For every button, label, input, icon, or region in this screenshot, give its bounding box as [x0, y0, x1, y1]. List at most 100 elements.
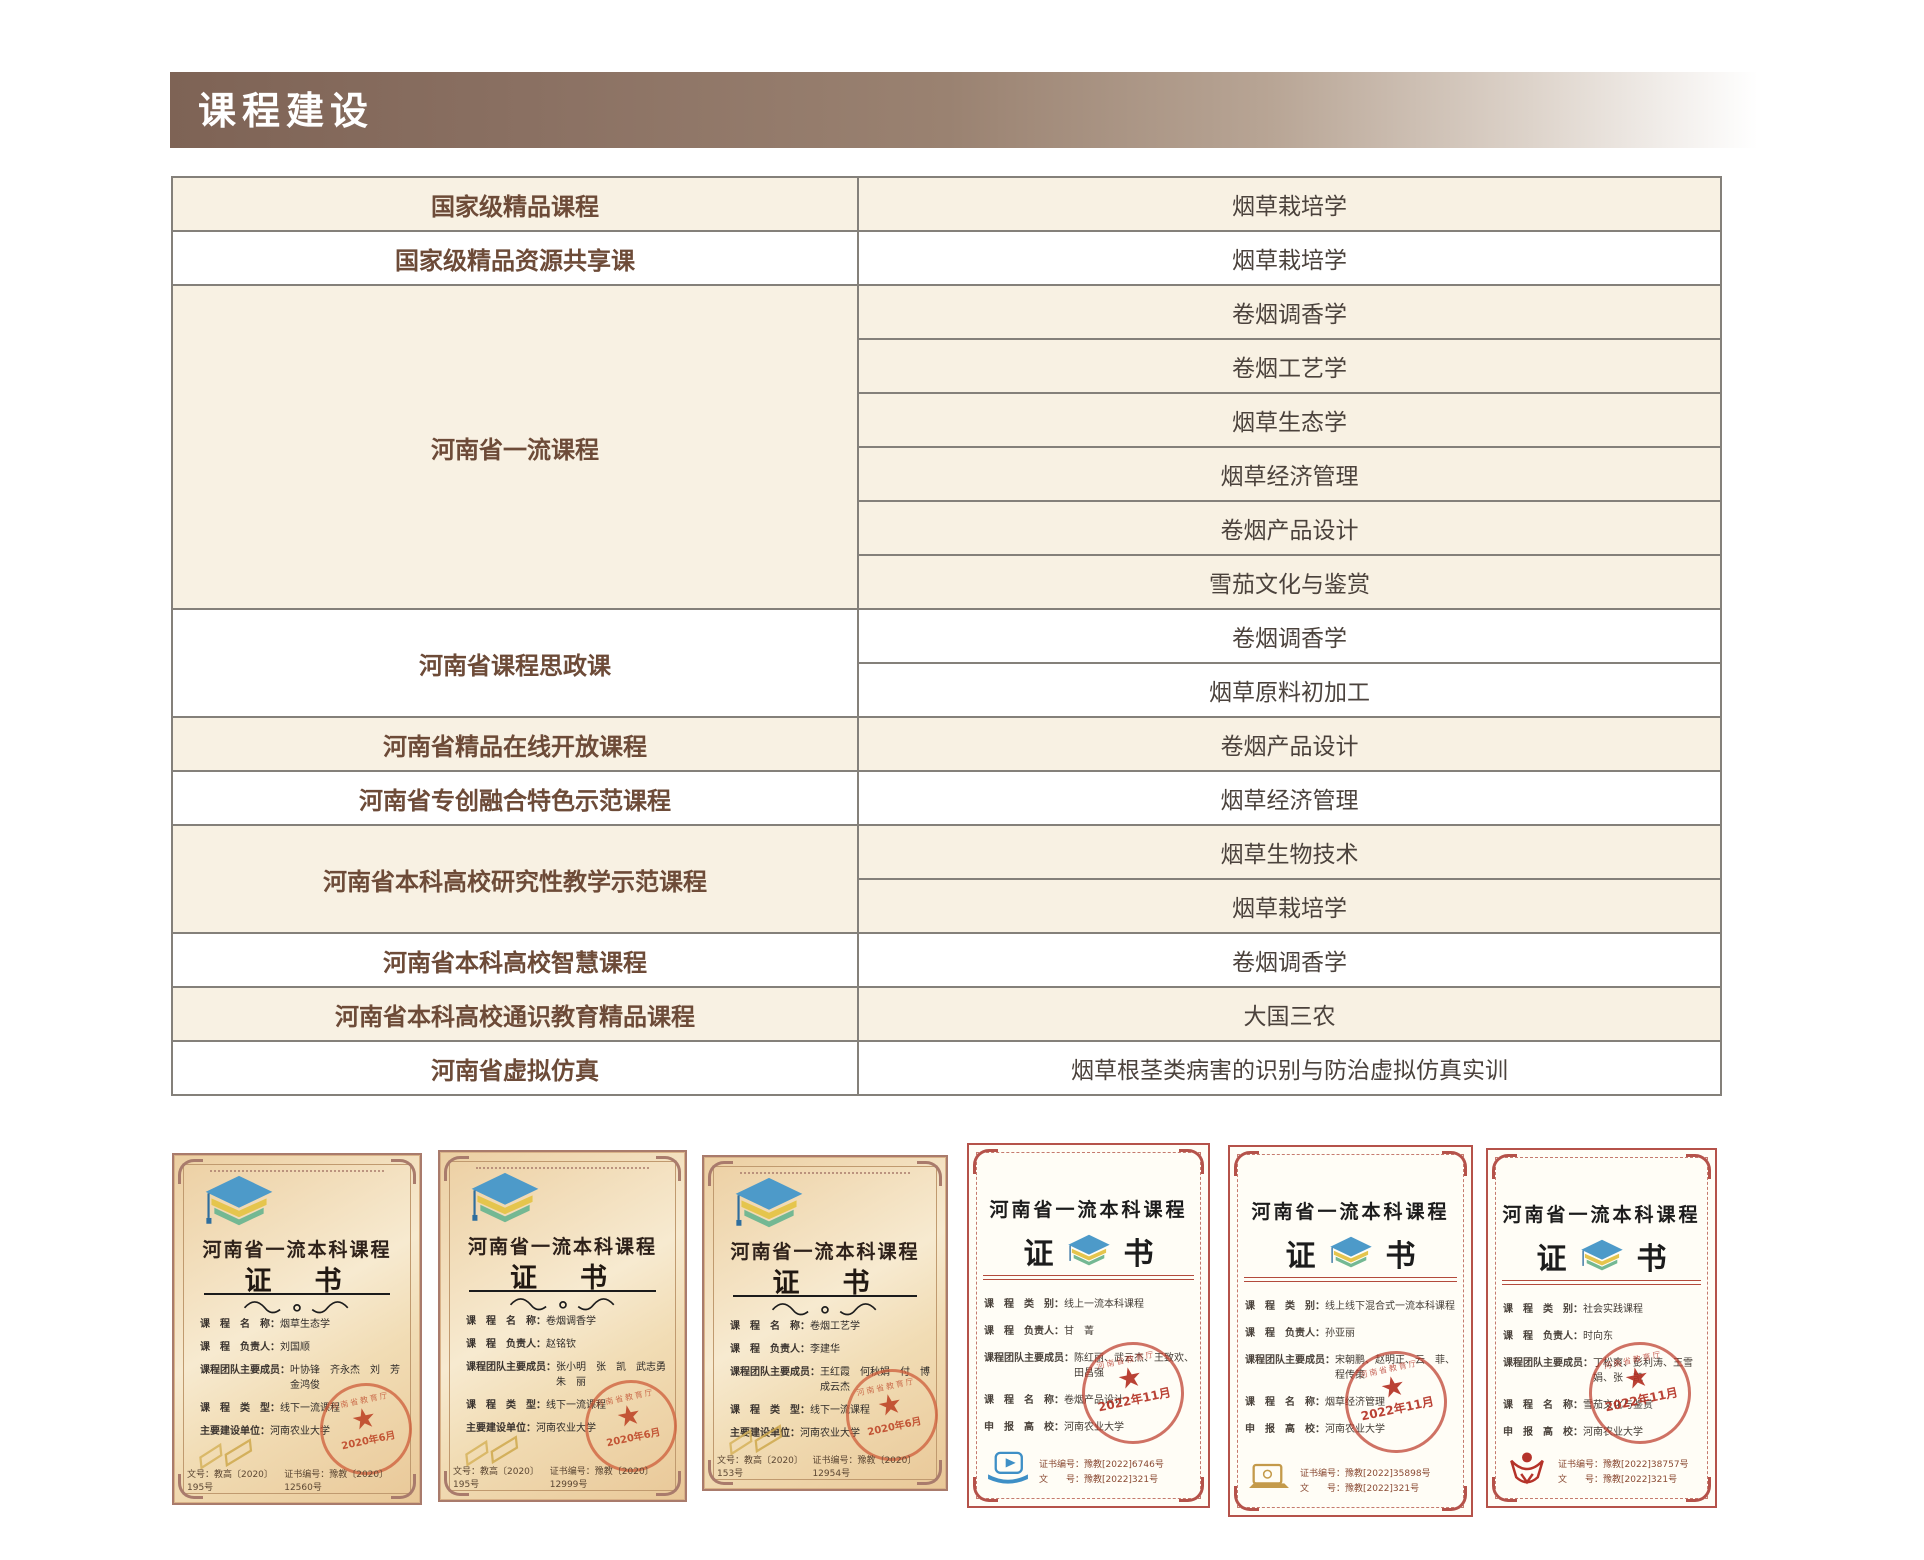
graduation-cap-icon: [1329, 1236, 1372, 1268]
certificate-subtitle: 证 书: [1230, 1231, 1471, 1275]
field-label: 主要建设单位：: [200, 1426, 270, 1437]
category-cell: 河南省本科高校智慧课程: [171, 932, 859, 988]
field-value: 烟草经济管理: [1325, 1397, 1385, 1408]
category-cell: 河南省本科高校研究性教学示范课程: [171, 824, 859, 934]
certificate-footer: 证书编号：豫教[2022]38757号 文 号：豫教[2022]321号: [1558, 1458, 1689, 1488]
field-value: 线下一流课程: [810, 1405, 870, 1416]
field-label: 课程团队主要成员：: [984, 1353, 1074, 1364]
category-cell: 河南省虚拟仿真: [171, 1040, 859, 1096]
corner-ornament: [178, 1159, 203, 1184]
course-cell: 烟草生物技术: [857, 824, 1722, 880]
table-row: 烟草原料初加工: [172, 662, 1722, 718]
field-label: 课 程 负责人：: [1503, 1331, 1583, 1342]
corner-ornament: [391, 1159, 416, 1184]
corner-ornament: [178, 1474, 203, 1499]
category-cell: 国家级精品资源共享课: [171, 230, 859, 286]
field-label: 课 程 负责人：: [200, 1342, 280, 1353]
corner-ornament: [973, 1149, 998, 1174]
course-cell: 烟草栽培学: [857, 878, 1722, 934]
field-value: 河南农业大学: [536, 1423, 596, 1434]
field-value: 社会实践课程: [1583, 1304, 1643, 1315]
category-cell: 河南省课程思政课: [171, 608, 859, 718]
doc-number: 文 号：豫教[2022]321号: [1300, 1484, 1420, 1494]
field-value: 叶协锋 齐永杰 刘 芳 金鸿俊: [290, 1365, 400, 1391]
field-label: 主要建设单位：: [730, 1428, 800, 1439]
corner-ornament: [1234, 1486, 1259, 1511]
certificate-subtitle: 证 书: [244, 1266, 350, 1297]
table-row: 河南省本科高校智慧课程 卷烟调香学: [171, 932, 1722, 988]
graduation-cap-icon: [1580, 1239, 1623, 1271]
field-label: 课 程 类 型：: [730, 1405, 810, 1416]
divider-line: [469, 1290, 656, 1292]
doc-number: 文号：教高〔2020〕195号: [187, 1470, 273, 1493]
field-label: 课 程 负责人：: [730, 1344, 810, 1355]
certificate-subtitle: 证 书: [969, 1229, 1208, 1273]
field-value: 卷烟调香学: [546, 1316, 596, 1327]
field-label: 课 程 名 称：: [1503, 1400, 1583, 1411]
table-row: 河南省精品在线开放课程 卷烟产品设计: [171, 716, 1722, 772]
corner-ornament: [391, 1474, 416, 1499]
course-cell: 烟草栽培学: [857, 230, 1722, 286]
certificate-gold-3: 河南省一流本科课程 证 书 课 程 名 称： 卷烟工艺学 课 程 负责人： 李建华 …: [702, 1155, 948, 1491]
field-value: 王红霞 何秋娟 付 博 成云杰: [820, 1367, 930, 1393]
certificate-title: 河南省一流本科课程: [467, 1236, 657, 1258]
field-value: 烟草生态学: [280, 1319, 330, 1330]
corner-ornament: [708, 1161, 733, 1186]
course-cell: 烟草生态学: [857, 392, 1722, 448]
corner-ornament: [1686, 1477, 1711, 1502]
table-row: 国家级精品课程 烟草栽培学: [171, 176, 1722, 232]
field-label: 课 程 名 称：: [730, 1321, 810, 1332]
certificate-footer: 证书编号：豫教[2022]6746号 文 号：豫教[2022]321号: [1039, 1458, 1164, 1488]
field-value: 甘 菁: [1064, 1326, 1094, 1337]
corner-ornament: [1442, 1151, 1467, 1176]
cert-number: 证书编号：豫教[2022]6746号: [1039, 1460, 1164, 1470]
category-cell: 河南省精品在线开放课程: [171, 716, 859, 772]
table-row: 河南省一流课程 卷烟调香学: [171, 284, 1722, 610]
field-label: 课程团队主要成员：: [730, 1367, 820, 1378]
table-row: 烟草经济管理: [172, 446, 1722, 502]
doc-number: 文号：教高〔2020〕153号: [717, 1456, 803, 1479]
table-row: 卷烟工艺学: [172, 338, 1722, 394]
book-watermark-icon: [465, 1435, 519, 1467]
course-cell: 卷烟产品设计: [857, 500, 1722, 556]
field-value: 孙亚丽: [1325, 1328, 1355, 1339]
field-value: 线上线下混合式一流本科课程: [1325, 1301, 1455, 1312]
certificate-body: 课 程 类 别： 线上一流本科课程 课 程 负责人：甘 菁 课程团队主要成员： 陈红…: [984, 1295, 1200, 1445]
ornament-band: [740, 1172, 910, 1174]
category-cell: 河南省本科高校通识教育精品课程: [171, 986, 859, 1042]
field-value: 丁松爽、彭利涛、王雪娟、张 凯: [1593, 1358, 1693, 1384]
ornament-band: [210, 1170, 384, 1172]
graduation-cap-icon: [471, 1172, 539, 1223]
laptop-icon: [1249, 1463, 1289, 1488]
course-cell: 烟草根茎类病害的识别与防治虚拟仿真实训: [857, 1040, 1722, 1096]
doc-number: 文 号：豫教[2022]321号: [1039, 1475, 1159, 1485]
red-divider-line: [1244, 1277, 1457, 1282]
certificate-footer: 证书编号：豫教[2022]35898号 文 号：豫教[2022]321号: [1300, 1467, 1431, 1497]
certificate-title: 河南省一流本科课程: [730, 1241, 920, 1263]
section-title-banner: 课程建设: [170, 72, 1790, 148]
field-value: 河南农业大学: [1583, 1427, 1643, 1438]
corner-ornament: [444, 1471, 469, 1496]
course-cell: 卷烟调香学: [857, 608, 1722, 664]
cert-number: 证书编号：豫教[2022]35898号: [1300, 1469, 1431, 1479]
certificate-title: 河南省一流本科课程: [202, 1239, 392, 1261]
corner-ornament: [973, 1477, 998, 1502]
course-cell: 大国三农: [857, 986, 1722, 1042]
corner-ornament: [917, 1460, 942, 1485]
table-row: 河南省课程思政课 卷烟调香学: [171, 608, 1722, 718]
field-value: 时向东: [1583, 1331, 1613, 1342]
course-cell: 烟草经济管理: [857, 446, 1722, 502]
field-value: 线下一流课程: [546, 1400, 606, 1411]
certificate-gold-2: 河南省一流本科课程 证 书 课 程 名 称： 卷烟调香学 课 程 负责人： 赵铭钦 …: [438, 1150, 687, 1502]
certificate-footer: 文号：教高〔2020〕195号 证书编号：豫教〔2020〕12999号: [453, 1464, 672, 1490]
table-row: 烟草栽培学: [172, 878, 1722, 934]
flourish-ornament-icon: [243, 1301, 349, 1314]
field-value: 河南农业大学: [1064, 1422, 1124, 1433]
certificate-body: 课 程 名 称： 烟草生态学 课 程 负责人： 刘国顺 课程团队主要成员： 叶协锋 齐…: [200, 1315, 410, 1445]
corner-ornament: [1686, 1154, 1711, 1179]
flourish-ornament-icon: [771, 1303, 877, 1316]
table-row: 卷烟产品设计: [172, 500, 1722, 556]
field-label: 课 程 类 别：: [1245, 1301, 1325, 1312]
divider-line: [733, 1295, 917, 1297]
